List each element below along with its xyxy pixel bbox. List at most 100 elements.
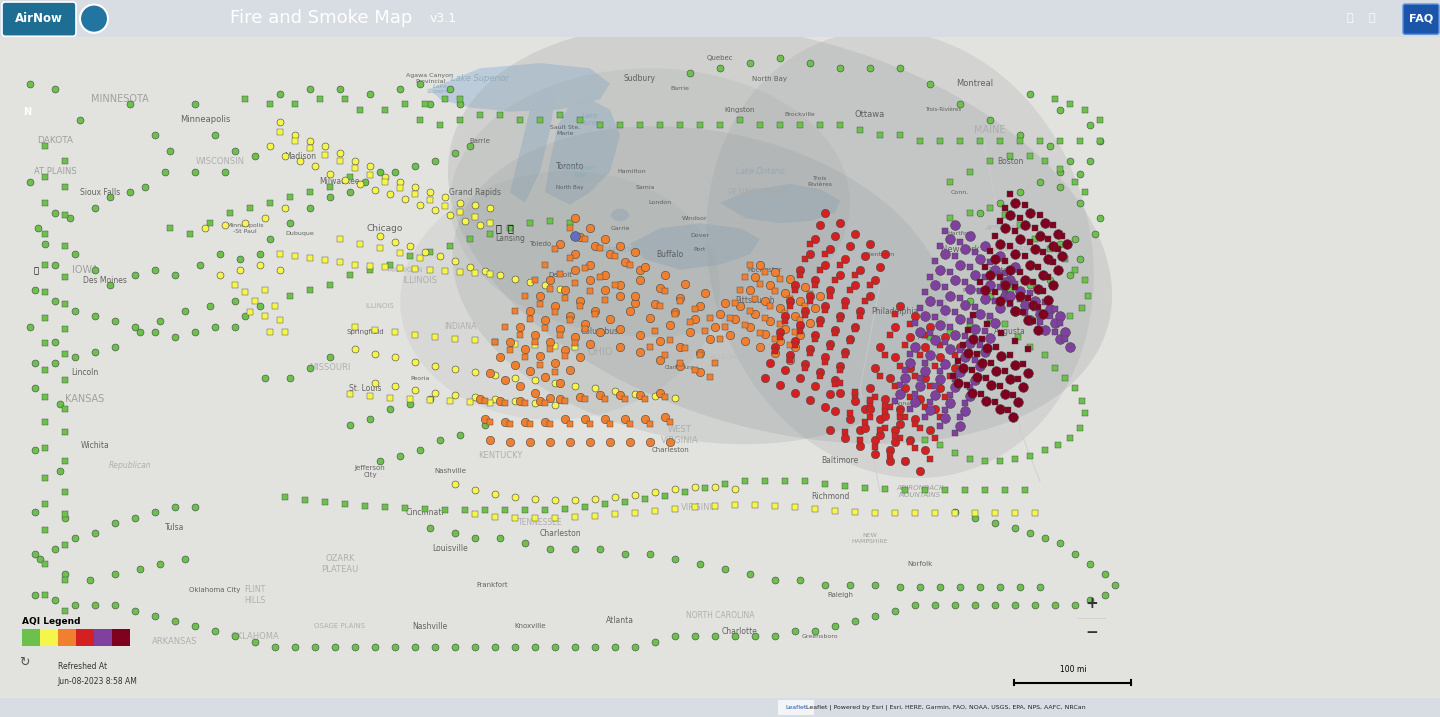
- Ellipse shape: [448, 24, 1112, 444]
- Text: Toledo: Toledo: [528, 241, 552, 247]
- Polygon shape: [431, 63, 611, 112]
- Bar: [778, 701, 814, 715]
- Text: NEW
HAMPSHIRE: NEW HAMPSHIRE: [851, 533, 888, 543]
- Text: Quebec: Quebec: [707, 55, 733, 61]
- Text: 🌐: 🌐: [1368, 13, 1375, 23]
- Text: Dubuque: Dubuque: [285, 231, 314, 236]
- Text: Samia: Samia: [635, 184, 655, 189]
- Text: North Bay: North Bay: [556, 184, 583, 189]
- Text: DAKOTA: DAKOTA: [37, 136, 73, 145]
- Text: MOUNTAINS: MOUNTAINS: [723, 334, 765, 340]
- Text: Springfield: Springfield: [346, 328, 384, 335]
- Text: Brockville: Brockville: [785, 113, 815, 118]
- Text: Charlotte: Charlotte: [721, 627, 757, 636]
- Text: v3.1: v3.1: [431, 11, 456, 24]
- Text: AT PLAINS: AT PLAINS: [33, 167, 76, 176]
- Bar: [75, 629, 94, 647]
- Text: Albany: Albany: [919, 334, 942, 340]
- Text: +: +: [1086, 597, 1097, 611]
- Text: WEST
VIRGINIA: WEST VIRGINIA: [661, 425, 698, 445]
- Text: Dover: Dover: [691, 233, 710, 238]
- Text: MOUNTAINS: MOUNTAINS: [994, 246, 1035, 252]
- FancyBboxPatch shape: [1403, 4, 1439, 34]
- Text: ILLINOIS: ILLINOIS: [403, 275, 438, 285]
- Text: Refreshed At: Refreshed At: [58, 662, 107, 671]
- Text: FLINT
HILLS: FLINT HILLS: [245, 585, 265, 604]
- Text: Windsor: Windsor: [683, 216, 707, 221]
- Text: N: N: [23, 107, 32, 117]
- Text: Port: Port: [694, 247, 706, 252]
- Text: 100 mi: 100 mi: [1060, 665, 1086, 674]
- Ellipse shape: [452, 126, 948, 445]
- Text: Jun-08-2023 8:58 AM: Jun-08-2023 8:58 AM: [58, 677, 137, 685]
- Text: Hamilton: Hamilton: [618, 169, 647, 174]
- Text: Agawa Canyon
Provincial: Agawa Canyon Provincial: [406, 73, 454, 84]
- Text: Jefferson
City: Jefferson City: [354, 465, 386, 478]
- Text: London: London: [648, 200, 671, 205]
- Text: 🔥: 🔥: [33, 266, 39, 275]
- Text: Trois
Rivières: Trois Rivières: [808, 176, 832, 187]
- Text: MICHIGAN: MICHIGAN: [387, 267, 423, 272]
- Text: Trois-Rivières: Trois-Rivières: [924, 107, 960, 112]
- Text: Peoria: Peoria: [410, 376, 429, 381]
- Polygon shape: [510, 89, 554, 203]
- Text: Raleigh: Raleigh: [827, 592, 852, 598]
- Text: TENNESSEE: TENNESSEE: [518, 518, 562, 527]
- Text: Ottawa: Ottawa: [855, 110, 886, 119]
- Text: WISCONSIN: WISCONSIN: [196, 157, 245, 166]
- Text: Kingston: Kingston: [724, 107, 755, 113]
- Text: MISSOURI: MISSOURI: [310, 364, 351, 372]
- Text: Georgian
Bay: Georgian Bay: [564, 165, 596, 178]
- Text: Conn.: Conn.: [950, 190, 969, 195]
- Text: Wichita: Wichita: [81, 441, 109, 450]
- Text: Louisville: Louisville: [432, 544, 468, 553]
- Polygon shape: [631, 223, 760, 270]
- Text: ARKANSAS: ARKANSAS: [153, 637, 197, 646]
- Text: Detroit: Detroit: [549, 272, 572, 278]
- Text: OZARK
PLATEAU: OZARK PLATEAU: [321, 554, 359, 574]
- Bar: [94, 629, 112, 647]
- Text: Lake Superior: Lake Superior: [451, 74, 508, 83]
- Text: Lansing: Lansing: [495, 234, 526, 243]
- Bar: [22, 629, 39, 647]
- Bar: [112, 629, 130, 647]
- Text: New York: New York: [940, 244, 979, 254]
- Text: MAINE: MAINE: [975, 125, 1005, 136]
- Text: Toronto: Toronto: [556, 162, 585, 171]
- Text: Barrie: Barrie: [469, 138, 491, 143]
- Text: Augusta: Augusta: [994, 327, 1025, 336]
- Text: Buffalo: Buffalo: [657, 250, 684, 259]
- Text: INDIANA: INDIANA: [444, 322, 477, 331]
- Text: Tulsa: Tulsa: [166, 523, 184, 533]
- Ellipse shape: [611, 209, 629, 221]
- Bar: [58, 629, 75, 647]
- Text: Hartford: Hartford: [948, 231, 973, 236]
- Text: Annapolis: Annapolis: [894, 402, 926, 407]
- Text: Baltimore: Baltimore: [821, 456, 858, 465]
- Text: Sudbury: Sudbury: [624, 74, 657, 83]
- Text: MINNESOTA: MINNESOTA: [91, 94, 148, 104]
- Text: VIRGINIA: VIRGINIA: [681, 503, 719, 512]
- Text: Atlanta: Atlanta: [606, 617, 634, 625]
- Text: Charleston: Charleston: [651, 447, 688, 453]
- Text: IOWA: IOWA: [72, 265, 98, 275]
- Text: Lake Ontario: Lake Ontario: [736, 167, 785, 176]
- Text: 🔥: 🔥: [507, 224, 513, 233]
- Text: −: −: [1086, 625, 1097, 640]
- Text: OSAGE PLAINS: OSAGE PLAINS: [314, 623, 366, 629]
- FancyBboxPatch shape: [1, 2, 76, 37]
- Text: 🔥: 🔥: [495, 224, 501, 233]
- Text: Lincoln: Lincoln: [72, 369, 98, 377]
- Text: Pittsburgh: Pittsburgh: [736, 296, 775, 305]
- Text: North Bay: North Bay: [753, 75, 788, 82]
- Text: Nashville: Nashville: [433, 468, 467, 474]
- Text: Providence: Providence: [963, 288, 998, 293]
- Text: Lake Erie: Lake Erie: [599, 244, 635, 254]
- Text: KANSAS: KANSAS: [65, 394, 105, 404]
- Text: Boston: Boston: [996, 157, 1024, 166]
- Ellipse shape: [706, 30, 1094, 478]
- Text: Garrie: Garrie: [611, 226, 629, 231]
- Text: Rochester: Rochester: [747, 267, 782, 272]
- Text: Milwaukee: Milwaukee: [320, 177, 360, 186]
- Text: Lake
Superior: Lake Superior: [426, 83, 454, 95]
